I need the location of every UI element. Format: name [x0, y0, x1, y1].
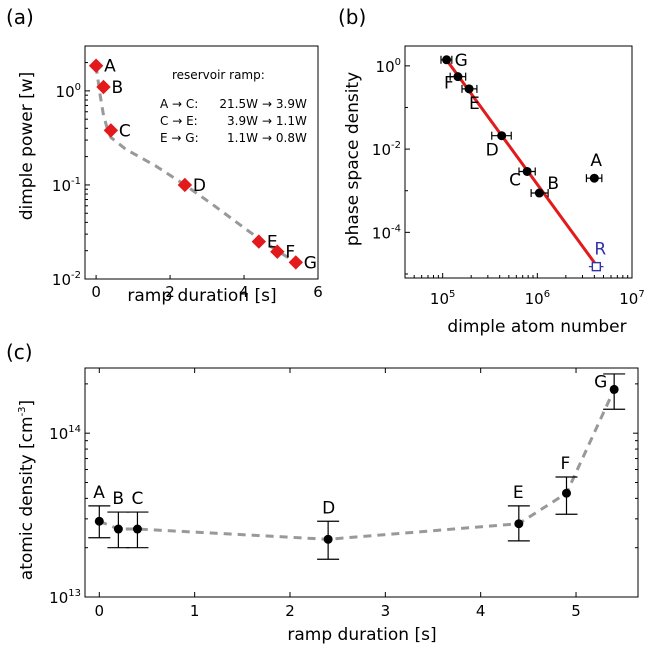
panel-b-point-label-f: F: [444, 74, 454, 94]
panel-c-curve: [98, 388, 616, 541]
panel-b-point-label-b: B: [547, 174, 559, 194]
panel-a-point-label-a: A: [104, 57, 116, 77]
panel-c-marker-g: [609, 384, 619, 394]
panel-c-ytick-label: 1014: [49, 424, 81, 443]
panel-a-xtick-label: 6: [313, 283, 323, 301]
panel-a-label: (a): [6, 5, 34, 29]
panel-c-ylabel-exp: -3: [17, 406, 28, 416]
panel-c-xtick-label: 0: [95, 602, 105, 620]
panel-b-marker-e: [464, 84, 474, 94]
panel-b-ylabel: phase space density: [343, 72, 363, 246]
panel-b-frame: [404, 45, 633, 279]
panel-a-point-label-f: F: [285, 243, 295, 263]
panel-a-marker-b: [96, 79, 111, 95]
panel-b-ytick-label: 10-2: [372, 140, 401, 159]
panel-c-point-label-f: F: [560, 454, 570, 474]
panel-c-point-label-b: B: [112, 489, 124, 509]
panel-a-point-label-b: B: [111, 78, 123, 98]
panel-a-xtick-label: 4: [239, 283, 249, 301]
panel-b-marker-a: [589, 173, 599, 183]
panel-a-marker-a: [88, 58, 104, 73]
panel-a-point-label-e: E: [267, 233, 278, 253]
panel-c-label: (c): [6, 340, 33, 364]
panel-a-frame: [84, 45, 319, 280]
panel-b-point-label-e: E: [469, 94, 480, 114]
panel-c-point-label-g: G: [594, 372, 607, 392]
panel-a-marker-f: [270, 244, 285, 259]
panel-b-marker-f: [453, 72, 463, 82]
panel-c-ytick-label: 1013: [49, 588, 81, 607]
panel-b-point-label-c: C: [509, 170, 521, 190]
panel-c-frame: [84, 367, 639, 598]
panel-c-ylabel-end: ]: [17, 400, 37, 407]
panel-a-annotation: reservoir ramp: A → C: 21.5W → 3.9W C → …: [160, 68, 307, 145]
panel-a-marker-d: [177, 177, 193, 193]
panel-c-xtick-label: 3: [381, 602, 391, 620]
panel-a-marker-e: [251, 234, 267, 249]
panel-b-point-label-g: G: [455, 51, 468, 71]
panel-a-xtick-label: 0: [91, 283, 101, 301]
panel-b-point-label-d: D: [486, 141, 499, 161]
panel-c-ylabel: atomic density [cm-3]: [17, 400, 37, 580]
panel-b-reference-marker: [591, 261, 602, 272]
panel-c-xlabel: ramp duration [s]: [287, 625, 436, 645]
panel-c-xtick-label: 4: [476, 602, 486, 620]
panel-c-point-label-a: A: [93, 483, 105, 503]
panel-c-marker-f: [561, 488, 571, 498]
panel-c-marker-b: [113, 524, 123, 534]
panel-b-xtick-label: 106: [525, 289, 550, 308]
panel-c-point-label-c: C: [131, 489, 143, 509]
panel-c-xtick-label: 2: [285, 602, 295, 620]
panel-b-label: (b): [338, 5, 366, 29]
annotation-row-3-from: 1.1W: [227, 131, 258, 145]
panel-a-marker-c: [103, 123, 119, 138]
panel-a-point-label-d: D: [193, 176, 206, 196]
panel-a-ytick-label: 10-2: [52, 270, 81, 289]
panel-b-xlabel: dimple atom number: [447, 317, 626, 337]
panel-a-ytick-label: 10-1: [52, 176, 81, 195]
panel-b-marker-b: [534, 188, 544, 198]
panel-a-ytick-label: 100: [56, 82, 81, 101]
panel-c-marker-e: [514, 519, 524, 529]
panel-b-marker-g: [442, 55, 452, 65]
panel-c-ylabel-main: atomic density [cm: [17, 416, 37, 580]
panel-b-ytick-label: 100: [376, 57, 401, 76]
panel-c-point-label-e: E: [513, 483, 524, 503]
panel-c-marker-a: [94, 516, 104, 526]
annotation-title: reservoir ramp:: [172, 68, 265, 82]
panel-a-xtick-label: 2: [165, 283, 175, 301]
panel-a-point-label-c: C: [119, 121, 131, 141]
annotation-row-3-to: → 0.8W: [262, 131, 307, 145]
panel-a-xlabel: ramp duration [s]: [127, 286, 276, 306]
panel-c-xtick-label: 5: [571, 602, 581, 620]
panel-c-marker-c: [132, 524, 142, 534]
annotation-row-2-to: → 1.1W: [262, 114, 307, 128]
panel-b-reference-label: R: [594, 240, 606, 260]
annotation-row-3-seg: E → G:: [160, 131, 199, 145]
panel-b-marker-c: [522, 166, 532, 176]
annotation-row-2-seg: C → E:: [160, 114, 198, 128]
panel-b-ytick-label: 10-4: [372, 223, 401, 242]
annotation-row-1-from: 21.5W: [219, 97, 258, 111]
panel-c-xtick-label: 1: [190, 602, 200, 620]
panel-a-marker-g: [288, 255, 304, 270]
panel-a-point-label-g: G: [304, 253, 317, 273]
panel-b-point-label-a: A: [590, 151, 602, 171]
panel-b-xtick-label: 107: [619, 289, 644, 308]
annotation-row-1-to: → 3.9W: [262, 97, 307, 111]
panel-c-marker-d: [323, 534, 333, 544]
panel-c-point-label-d: D: [322, 498, 335, 518]
annotation-row-2-from: 3.9W: [227, 114, 258, 128]
panel-b-xtick-label: 105: [430, 289, 455, 308]
annotation-row-1-seg: A → C:: [160, 97, 198, 111]
panel-a-ylabel: dimple power [w]: [17, 72, 37, 221]
panel-b-marker-d: [497, 131, 507, 141]
